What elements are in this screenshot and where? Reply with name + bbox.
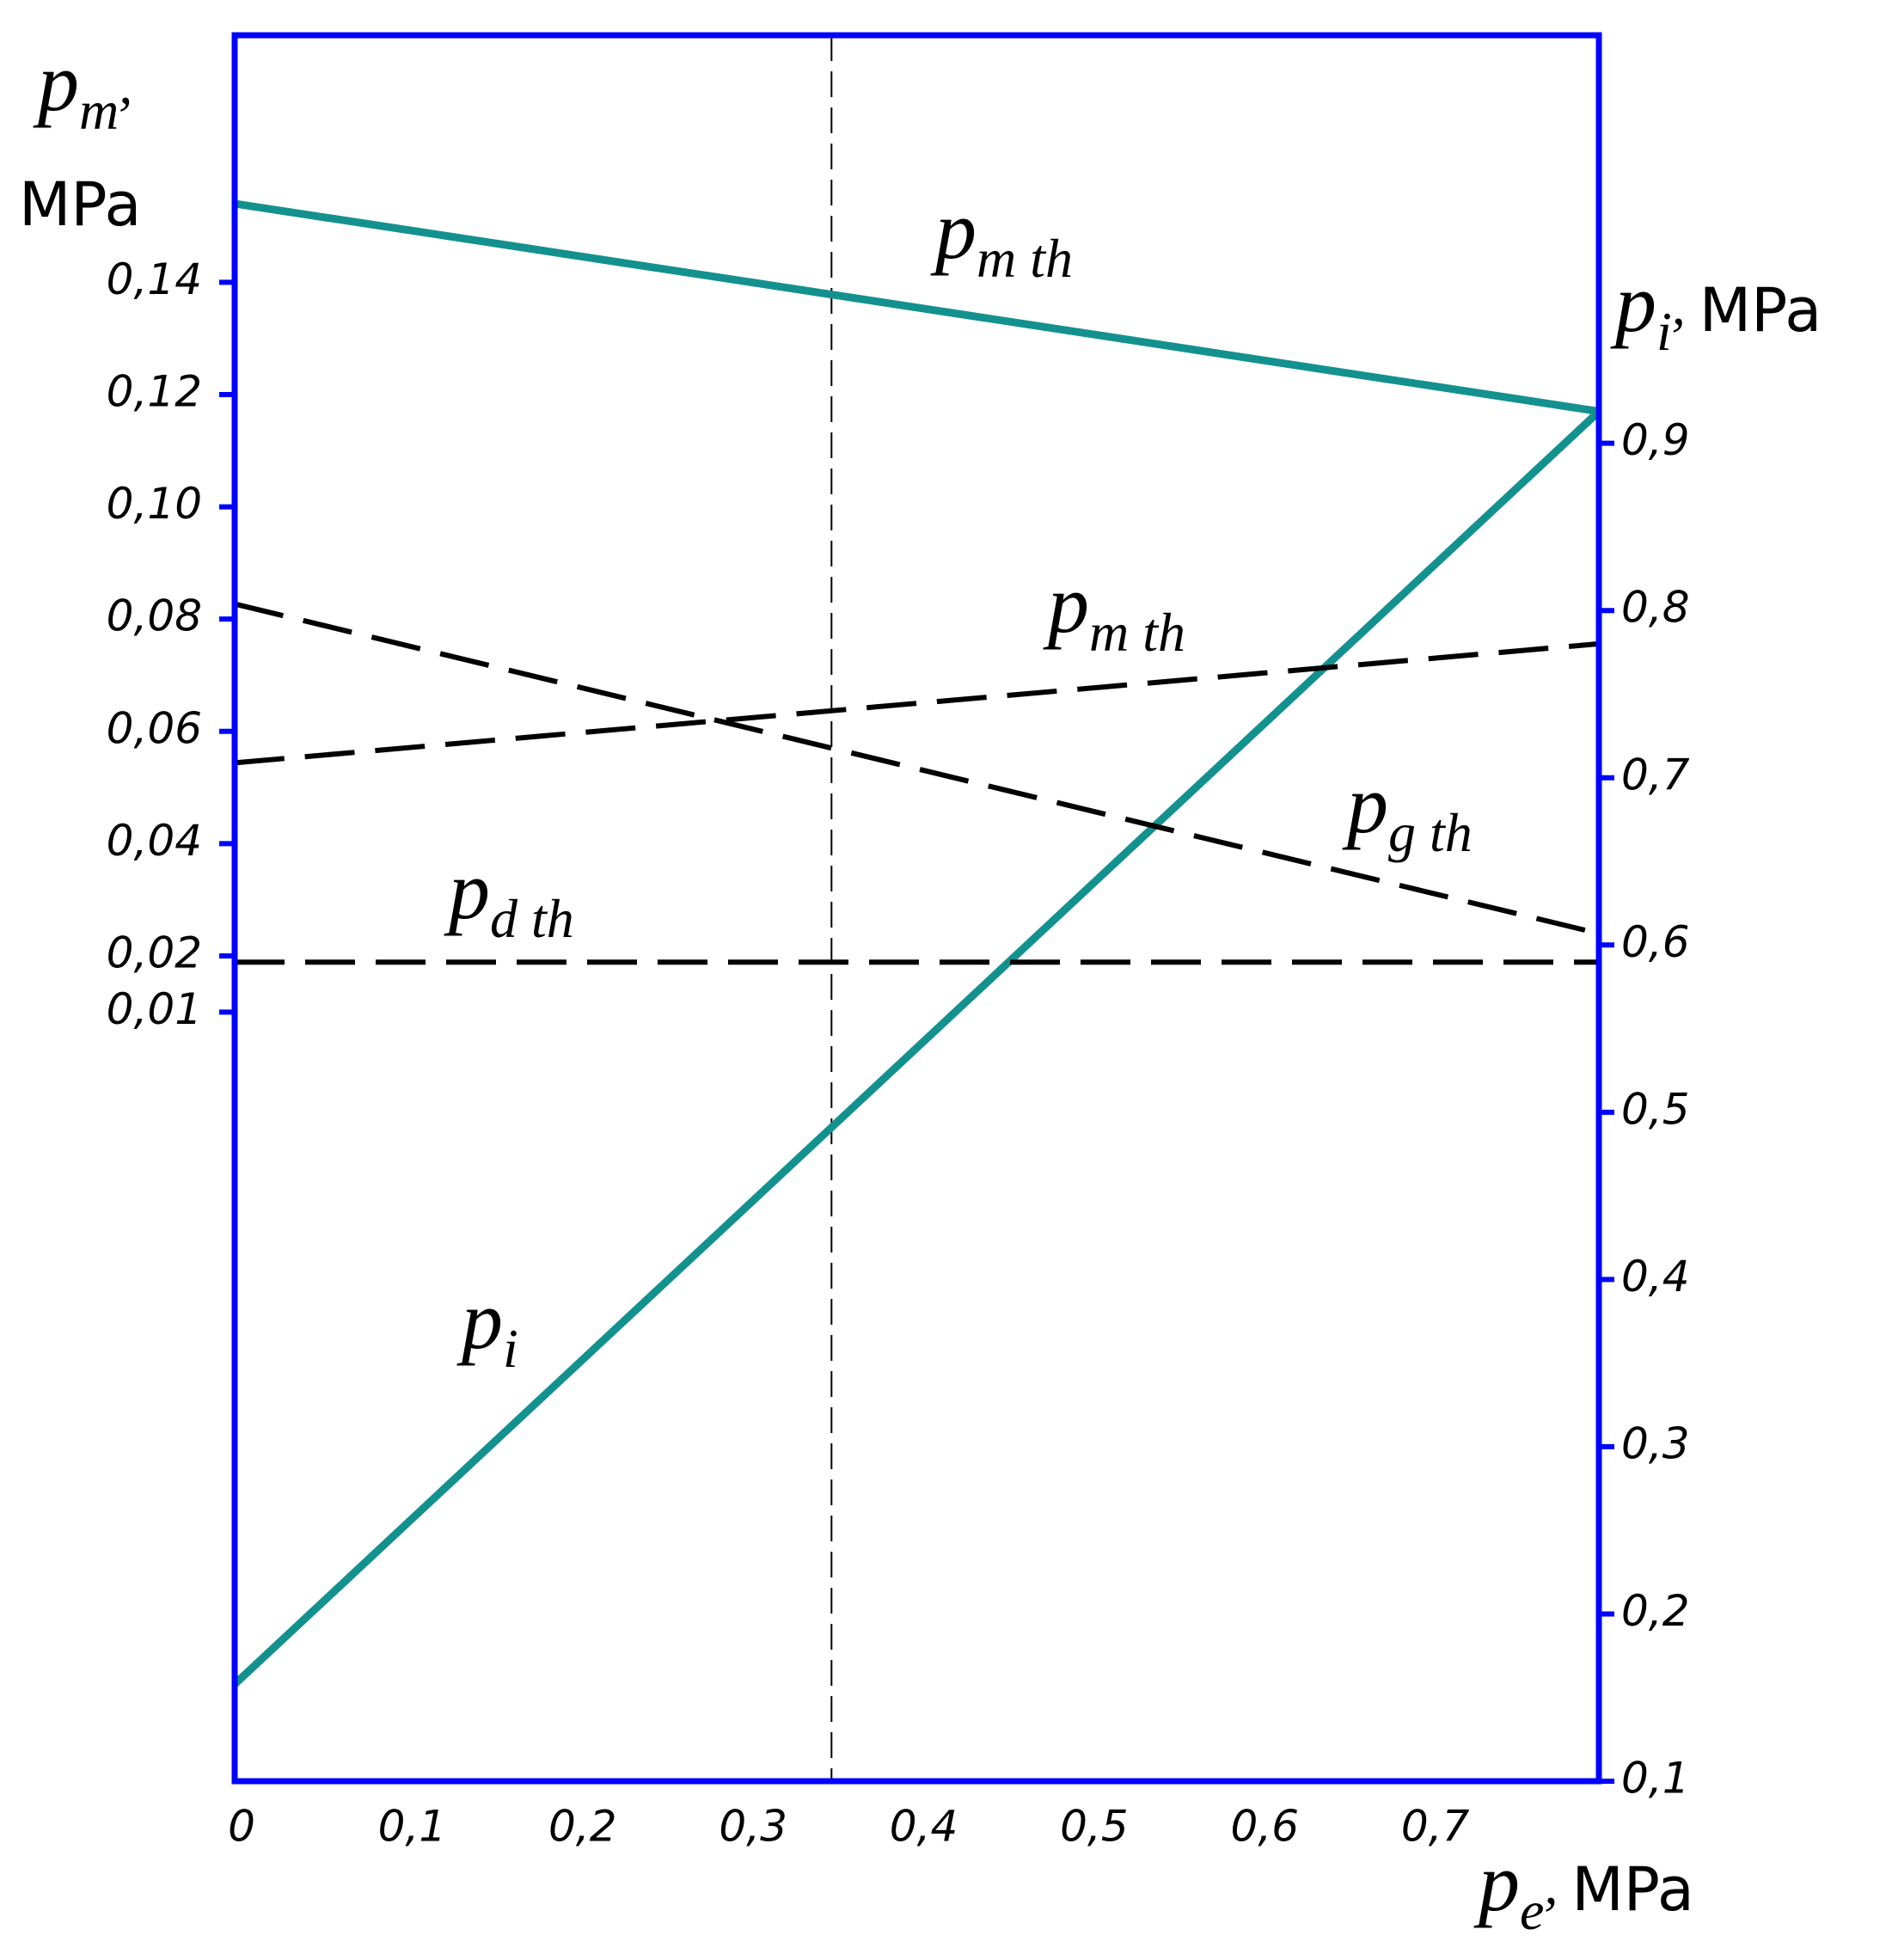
y-tick-label: 0,08 [107, 591, 202, 641]
series-line [234, 601, 1600, 936]
y-tick-label: 0,01 [107, 984, 202, 1034]
separator: , [1672, 275, 1686, 336]
y2-tick-label: 0,8 [1621, 583, 1690, 633]
symbol: p [1610, 257, 1656, 349]
series-label: pd th [444, 844, 574, 949]
x-tick-label: 0,7 [1401, 1802, 1470, 1852]
symbol: p [444, 844, 490, 936]
unit: MPa [1571, 1854, 1693, 1925]
y2-tick-label: 0,5 [1621, 1084, 1690, 1134]
y2-tick-label: 0,3 [1621, 1418, 1690, 1468]
symbol: p [930, 184, 977, 276]
y2-tick-label: 0,2 [1621, 1586, 1690, 1636]
x-tick-label: 0,1 [378, 1802, 447, 1852]
x-tick-label: 0,3 [719, 1802, 787, 1852]
subscript: m [79, 80, 119, 141]
plot-frame [231, 32, 1602, 1785]
x-axis-label: pe, MPa [1473, 1836, 1694, 1941]
series-label: pi [456, 1274, 518, 1379]
y2-axis-label: pi, MPa [1610, 257, 1822, 362]
y-axis-label: pm, [33, 36, 132, 141]
symbol: p [1342, 758, 1388, 850]
series-label: pg th [1342, 758, 1473, 863]
y2-tick-label: 0,7 [1621, 750, 1690, 799]
subscript: d th [490, 888, 574, 949]
y-tick-label: 0,10 [107, 479, 202, 529]
subscript: g th [1388, 802, 1473, 863]
separator: , [1544, 1854, 1558, 1915]
y2-tick-label: 0,1 [1621, 1754, 1690, 1804]
subscript: e [1520, 1880, 1544, 1941]
y-tick-label: 0,02 [107, 928, 202, 978]
subscript: m th [977, 228, 1073, 289]
y-tick-label: 0,06 [107, 703, 202, 753]
series-line [234, 640, 1600, 766]
separator: , [119, 54, 132, 115]
symbol: p [1473, 1836, 1520, 1928]
symbol: p [33, 36, 79, 128]
y-tick-label: 0,04 [107, 816, 202, 866]
x-tick-label: 0 [228, 1802, 255, 1852]
x-tick-label: 0,5 [1060, 1802, 1129, 1852]
x-tick-label: 0,6 [1230, 1802, 1299, 1852]
y2-tick-label: 0,4 [1621, 1252, 1690, 1302]
series-line [231, 408, 1602, 1687]
x-tick-label: 0,2 [548, 1802, 617, 1852]
y2-tick-label: 0,6 [1621, 917, 1690, 967]
series-line [234, 199, 1600, 415]
subscript: i [1656, 301, 1672, 362]
series-label: pm th [930, 184, 1073, 289]
unit: MPa [1699, 275, 1822, 346]
y-tick-label: 0,14 [107, 254, 202, 304]
series-label: pm th [1043, 558, 1185, 663]
symbol: p [456, 1274, 503, 1366]
x-tick-label: 0,4 [890, 1802, 958, 1852]
y2-tick-label: 0,9 [1621, 415, 1690, 465]
symbol: p [1043, 558, 1089, 650]
y-axis-label-unit: MPa [19, 169, 141, 240]
subscript: m th [1089, 602, 1185, 663]
subscript: i [503, 1318, 518, 1379]
y-tick-label: 0,12 [107, 366, 202, 416]
